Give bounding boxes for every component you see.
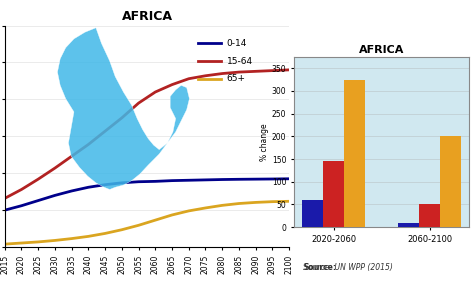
Text: 15-64: 15-64 xyxy=(227,57,253,66)
Text: Source: UN WPP (2015): Source: UN WPP (2015) xyxy=(303,263,393,272)
Bar xyxy=(344,80,365,227)
Text: 0-14: 0-14 xyxy=(227,39,247,48)
Polygon shape xyxy=(57,28,190,189)
Bar xyxy=(323,161,344,227)
Bar xyxy=(302,200,323,227)
Y-axis label: % change: % change xyxy=(260,123,269,161)
Text: Source:: Source: xyxy=(303,263,337,272)
Bar xyxy=(440,136,461,227)
Title: AFRICA: AFRICA xyxy=(359,45,404,55)
Bar xyxy=(419,204,440,227)
Title: AFRICA: AFRICA xyxy=(121,10,173,23)
Text: 65+: 65+ xyxy=(227,74,246,83)
Bar xyxy=(398,223,419,227)
